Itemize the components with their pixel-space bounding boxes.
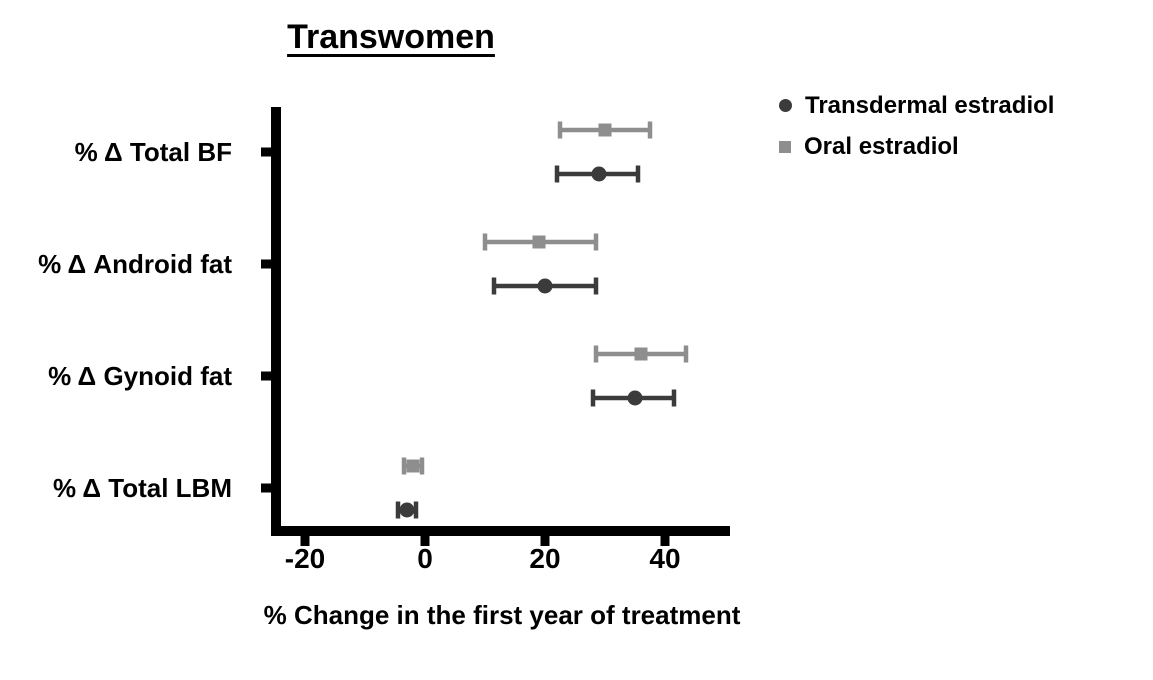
x-axis-spine xyxy=(271,526,730,536)
legend-label-oral: Oral estradiol xyxy=(804,132,959,160)
y-axis-tick xyxy=(261,259,271,269)
circle-marker-icon xyxy=(779,99,792,112)
x-tick-label-20: 20 xyxy=(529,543,561,574)
data-point-square xyxy=(406,459,420,473)
category-label-total-lbm: % Δ Total LBM xyxy=(52,473,232,503)
x-axis-tick xyxy=(660,536,670,546)
x-tick-label-40: 40 xyxy=(649,543,681,574)
legend-item-transdermal: Transdermal estradiol xyxy=(779,85,1054,126)
y-axis-tick xyxy=(261,483,271,493)
data-point-circle xyxy=(537,278,553,294)
legend-item-oral: Oral estradiol xyxy=(779,126,1054,167)
y-axis-tick xyxy=(261,371,271,381)
square-marker-icon xyxy=(779,140,791,153)
category-label-android-fat: % Δ Android fat xyxy=(38,249,232,279)
data-point-square xyxy=(532,235,546,249)
data-point-square xyxy=(598,123,612,137)
legend: Transdermal estradiol Oral estradiol xyxy=(779,85,1054,167)
x-axis-tick xyxy=(300,536,310,546)
data-point-circle xyxy=(591,166,607,182)
x-axis-title: % Change in the first year of treatment xyxy=(263,600,741,630)
y-axis-tick xyxy=(261,147,271,157)
chart-title: Transwomen xyxy=(287,18,495,56)
legend-label-transdermal: Transdermal estradiol xyxy=(805,91,1055,119)
data-point-circle xyxy=(399,502,415,518)
data-point-circle xyxy=(627,390,643,406)
y-axis-spine xyxy=(271,107,281,536)
category-label-total-bf: % Δ Total BF xyxy=(74,137,232,167)
x-tick-label-neg20: -20 xyxy=(284,543,326,574)
x-axis-tick xyxy=(540,536,550,546)
x-tick-label-0: 0 xyxy=(417,543,433,574)
category-label-gynoid-fat: % Δ Gynoid fat xyxy=(48,361,232,391)
data-point-square xyxy=(634,347,648,361)
x-axis-tick xyxy=(420,536,430,546)
